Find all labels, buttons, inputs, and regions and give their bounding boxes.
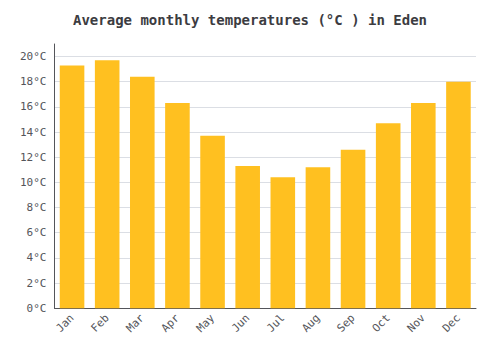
svg-text:Sep: Sep — [334, 312, 357, 335]
svg-text:Mar: Mar — [124, 311, 147, 334]
svg-text:Jul: Jul — [264, 312, 287, 335]
svg-text:2°C: 2°C — [27, 277, 47, 290]
svg-text:Feb: Feb — [89, 312, 112, 335]
svg-text:May: May — [194, 311, 217, 334]
svg-text:12°C: 12°C — [20, 151, 47, 164]
svg-text:Average monthly temperatures (: Average monthly temperatures (°C ) in Ed… — [73, 12, 427, 28]
svg-text:18°C: 18°C — [20, 75, 47, 88]
svg-text:Jan: Jan — [53, 312, 76, 335]
svg-text:Apr: Apr — [159, 311, 182, 334]
svg-text:14°C: 14°C — [20, 126, 47, 139]
svg-text:Jun: Jun — [229, 312, 252, 335]
svg-text:20°C: 20°C — [20, 50, 47, 63]
svg-text:Oct: Oct — [370, 312, 393, 335]
svg-text:Nov: Nov — [405, 311, 428, 334]
svg-text:0°C: 0°C — [27, 302, 47, 315]
svg-text:10°C: 10°C — [20, 176, 47, 189]
svg-text:Aug: Aug — [299, 312, 322, 335]
svg-text:Dec: Dec — [440, 312, 463, 335]
svg-text:16°C: 16°C — [20, 100, 47, 113]
svg-text:6°C: 6°C — [27, 226, 47, 239]
svg-text:8°C: 8°C — [27, 201, 47, 214]
svg-text:4°C: 4°C — [27, 251, 47, 264]
